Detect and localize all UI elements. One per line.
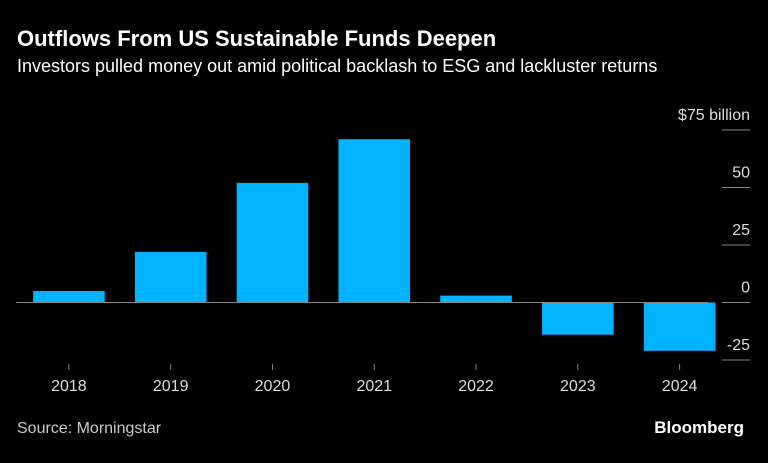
y-tick-label: 0 xyxy=(741,280,750,297)
x-tick-label: 2024 xyxy=(662,378,698,395)
bar xyxy=(542,302,614,335)
chart-title: Outflows From US Sustainable Funds Deepe… xyxy=(17,26,496,51)
bar xyxy=(236,182,309,303)
y-tick-label: 25 xyxy=(732,222,750,239)
y-tick-label: 50 xyxy=(732,165,750,182)
x-tick-label: 2023 xyxy=(560,378,596,395)
chart-subtitle: Investors pulled money out amid politica… xyxy=(17,56,657,76)
brand: Bloomberg xyxy=(654,418,744,437)
x-tick-label: 2022 xyxy=(458,378,494,395)
bar xyxy=(440,295,512,303)
x-tick-label: 2021 xyxy=(356,378,392,395)
x-tick-label: 2019 xyxy=(153,378,189,395)
bar xyxy=(643,302,716,351)
bar xyxy=(134,251,207,303)
y-tick-label: $75 billion xyxy=(678,107,750,124)
x-tick-label: 2018 xyxy=(51,378,87,395)
bar xyxy=(33,291,105,303)
source: Source: Morningstar xyxy=(17,420,162,437)
x-tick-label: 2020 xyxy=(255,378,291,395)
bar xyxy=(338,139,411,303)
y-tick-label: -25 xyxy=(727,337,750,354)
